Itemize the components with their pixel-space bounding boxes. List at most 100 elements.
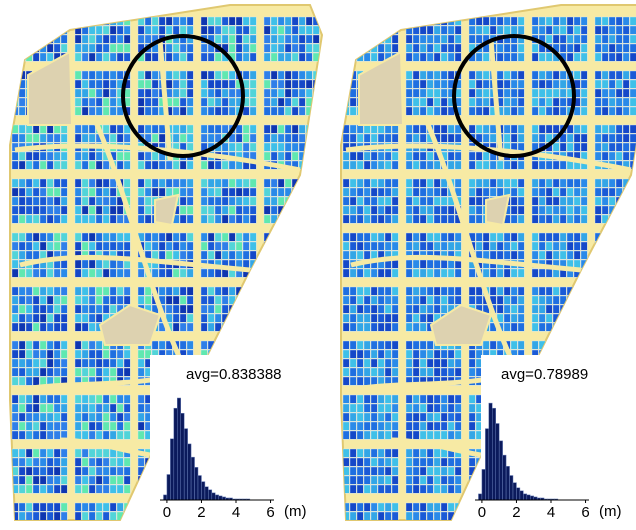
parcel	[26, 197, 32, 205]
parcel	[75, 296, 81, 304]
parcel	[560, 188, 566, 196]
parcel	[483, 179, 489, 187]
parcel	[124, 395, 130, 403]
parcel	[434, 449, 440, 457]
parcel	[378, 449, 384, 457]
parcel	[434, 107, 440, 115]
parcel	[483, 161, 489, 169]
parcel	[159, 125, 165, 133]
parcel	[215, 206, 221, 214]
parcel	[476, 233, 482, 241]
parcel	[616, 251, 622, 259]
parcel	[546, 71, 552, 79]
parcel	[117, 359, 123, 367]
parcel	[413, 260, 419, 268]
parcel	[138, 368, 144, 376]
parcel	[441, 476, 447, 484]
parcel	[434, 503, 440, 511]
parcel	[413, 305, 419, 313]
x-axis-label: (m)	[599, 503, 622, 520]
parcel	[546, 107, 552, 115]
parcel	[609, 107, 615, 115]
parcel	[110, 98, 116, 106]
parcel	[180, 89, 186, 97]
parcel	[553, 197, 559, 205]
parcel	[208, 251, 214, 259]
parcel	[250, 125, 256, 133]
parcel	[392, 296, 398, 304]
parcel	[427, 503, 433, 511]
parcel	[159, 161, 165, 169]
parcel	[378, 44, 384, 52]
parcel	[518, 242, 524, 250]
parcel	[357, 422, 363, 430]
parcel	[180, 206, 186, 214]
parcel	[343, 269, 349, 277]
parcel	[215, 251, 221, 259]
parcel	[124, 233, 130, 241]
parcel	[96, 98, 102, 106]
parcel	[434, 233, 440, 241]
parcel	[504, 287, 510, 295]
parcel	[12, 71, 18, 79]
parcel	[271, 206, 277, 214]
parcel	[455, 269, 461, 277]
parcel	[581, 89, 587, 97]
parcel	[222, 215, 228, 223]
parcel	[40, 233, 46, 241]
parcel	[271, 44, 277, 52]
parcel	[19, 98, 25, 106]
parcel	[40, 359, 46, 367]
parcel	[602, 80, 608, 88]
parcel	[357, 485, 363, 493]
parcel	[187, 161, 193, 169]
parcel	[427, 404, 433, 412]
parcel	[313, 233, 319, 241]
parcel	[75, 17, 81, 25]
parcel	[313, 305, 319, 313]
parcel	[581, 341, 587, 349]
parcel	[581, 35, 587, 43]
parcel	[271, 80, 277, 88]
parcel	[138, 404, 144, 412]
parcel	[110, 233, 116, 241]
parcel	[602, 125, 608, 133]
parcel	[103, 431, 109, 439]
parcel	[201, 233, 207, 241]
parcel	[40, 503, 46, 511]
parcel	[292, 215, 298, 223]
parcel	[47, 431, 53, 439]
parcel	[285, 44, 291, 52]
parcel	[250, 305, 256, 313]
parcel	[511, 107, 517, 115]
parcel	[343, 413, 349, 421]
parcel	[117, 422, 123, 430]
parcel	[595, 188, 601, 196]
parcel	[89, 485, 95, 493]
parcel	[187, 26, 193, 34]
parcel	[173, 125, 179, 133]
parcel	[518, 206, 524, 214]
parcel	[19, 107, 25, 115]
parcel	[574, 125, 580, 133]
parcel	[61, 269, 67, 277]
parcel	[539, 251, 545, 259]
parcel	[518, 89, 524, 97]
parcel	[448, 242, 454, 250]
parcel	[448, 206, 454, 214]
parcel	[61, 512, 67, 520]
parcel	[553, 206, 559, 214]
parcel	[96, 485, 102, 493]
parcel	[180, 323, 186, 331]
parcel	[560, 323, 566, 331]
parcel	[539, 98, 545, 106]
parcel	[413, 188, 419, 196]
parcel	[595, 125, 601, 133]
parcel	[532, 125, 538, 133]
parcel	[539, 134, 545, 142]
parcel	[378, 350, 384, 358]
parcel	[292, 17, 298, 25]
parcel	[574, 53, 580, 61]
parcel	[343, 260, 349, 268]
parcel	[616, 44, 622, 52]
